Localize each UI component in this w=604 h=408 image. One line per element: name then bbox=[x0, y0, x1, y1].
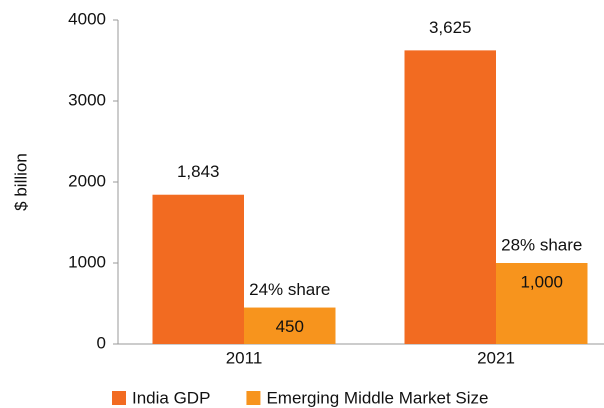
bar bbox=[152, 194, 244, 344]
y-tick-label: 3000 bbox=[68, 90, 106, 109]
bar bbox=[496, 263, 588, 344]
annotation: 28% share bbox=[501, 235, 582, 254]
data-label: 3,625 bbox=[429, 18, 472, 37]
y-tick-label: 1000 bbox=[68, 252, 106, 271]
annotation: 24% share bbox=[249, 280, 330, 299]
y-tick-label: 0 bbox=[97, 333, 106, 352]
x-tick-label: 2021 bbox=[477, 348, 515, 367]
data-label: 1,843 bbox=[177, 162, 220, 181]
x-tick-label: 2011 bbox=[226, 348, 263, 367]
legend-swatch bbox=[112, 391, 126, 405]
y-tick-label: 4000 bbox=[68, 9, 106, 28]
legend-swatch bbox=[246, 391, 261, 405]
legend-label: India GDP bbox=[132, 388, 210, 407]
y-axis-label: $ billion bbox=[11, 153, 30, 211]
data-label: 1,000 bbox=[520, 272, 563, 291]
legend-label: Emerging Middle Market Size bbox=[266, 388, 488, 407]
bar bbox=[404, 50, 496, 344]
bar bbox=[244, 307, 336, 344]
y-tick-label: 2000 bbox=[68, 171, 106, 190]
data-label: 450 bbox=[276, 317, 304, 336]
